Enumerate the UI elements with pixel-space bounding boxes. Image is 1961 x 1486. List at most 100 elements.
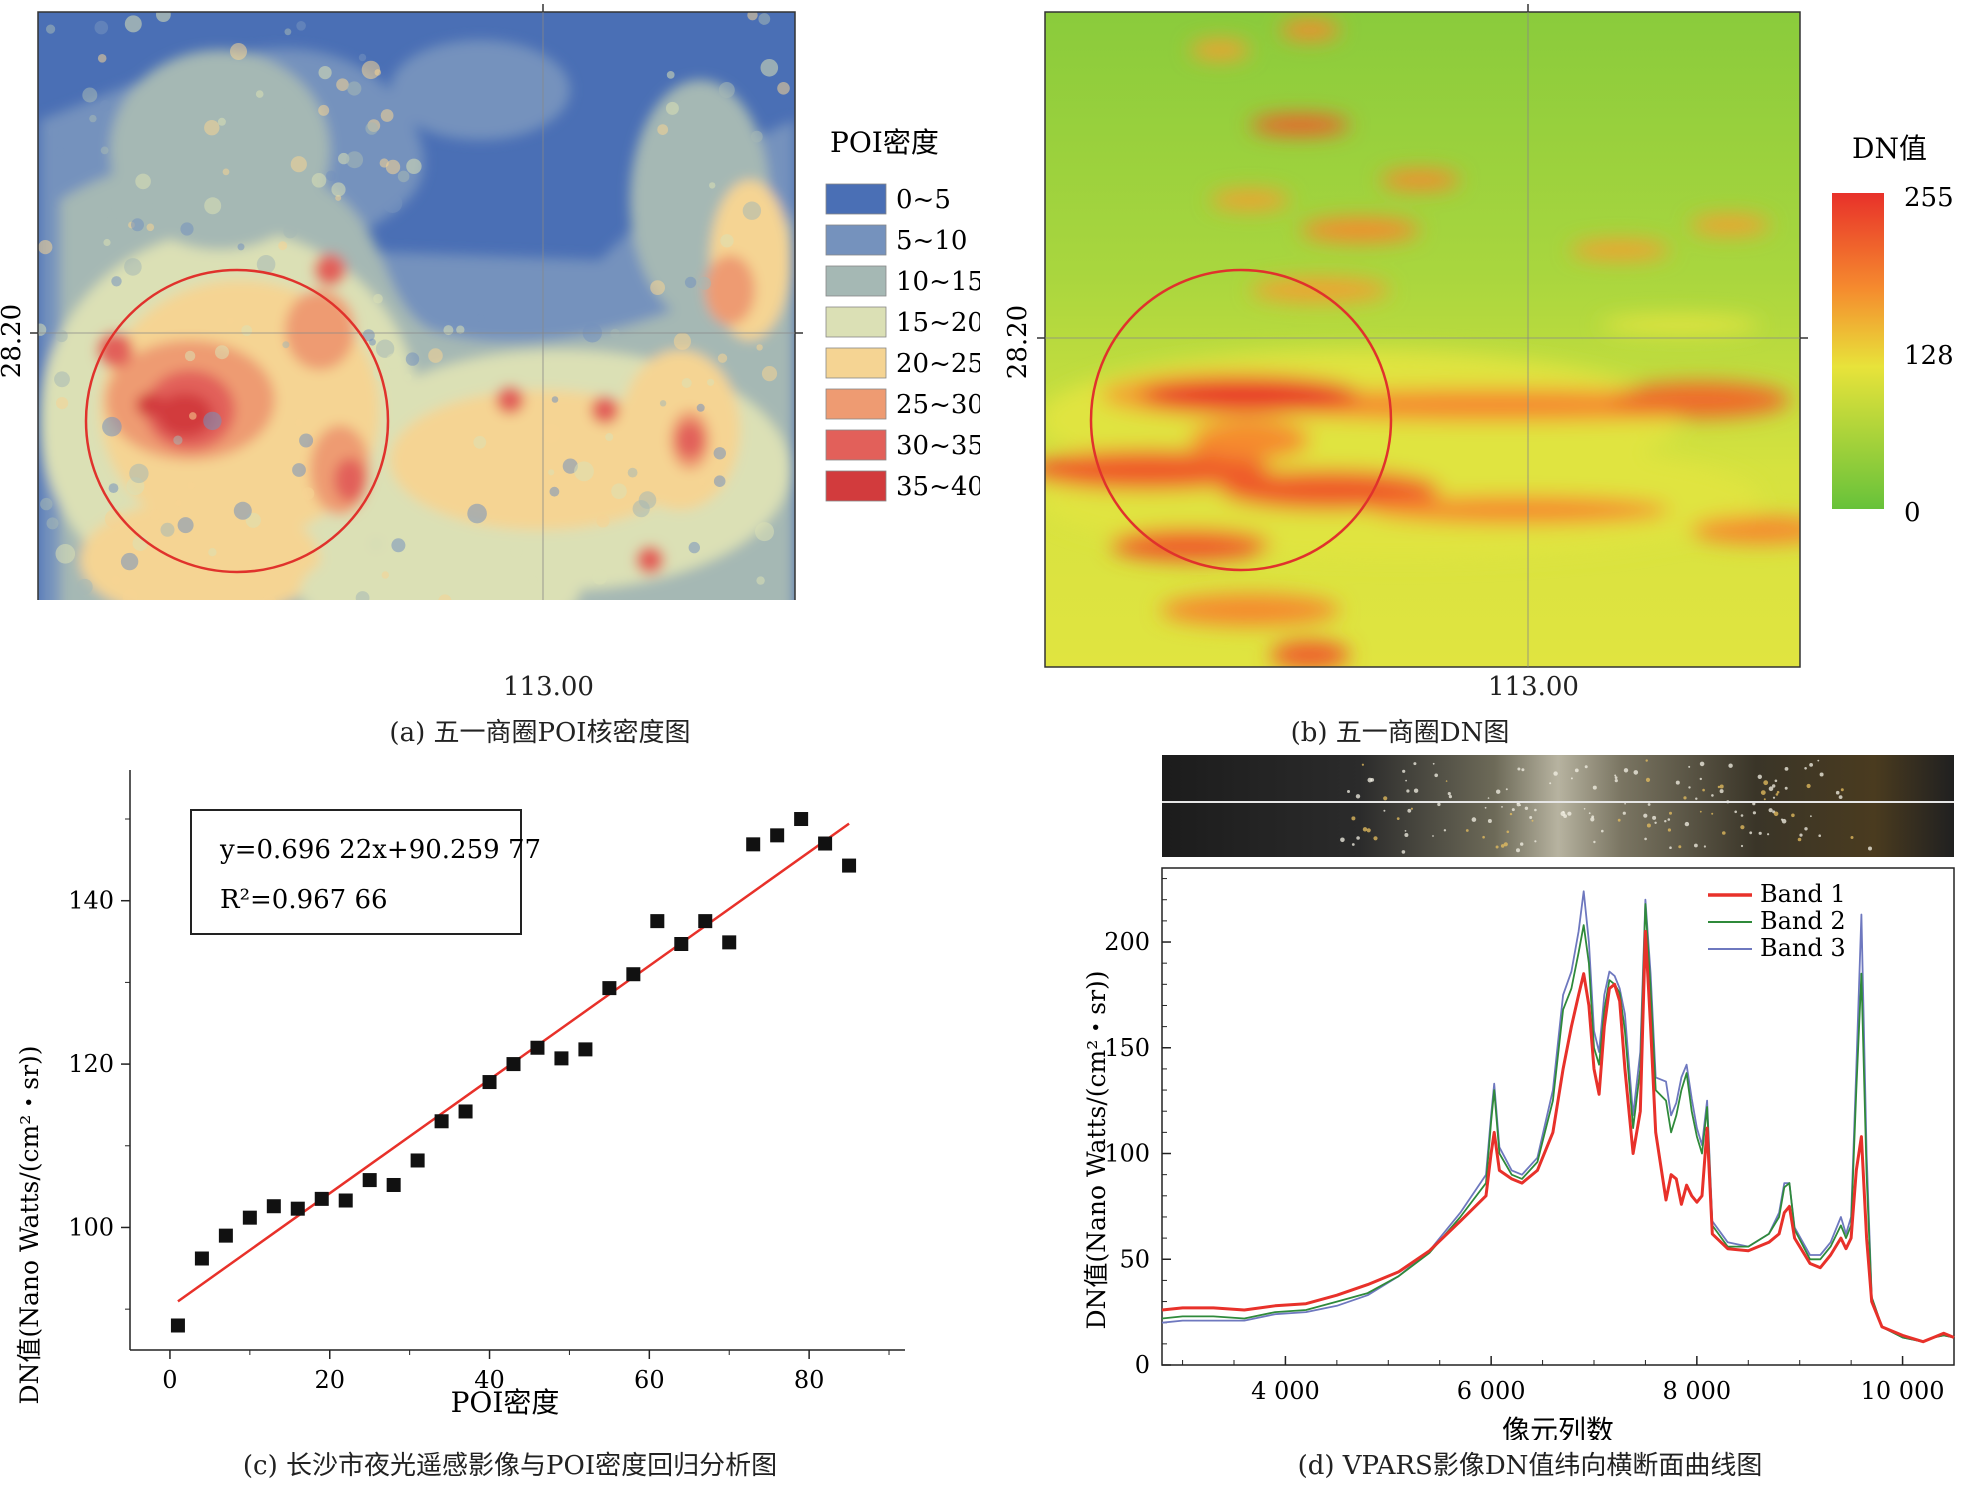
map-a-texture-dot	[48, 127, 59, 138]
map-a-texture-dot	[758, 13, 771, 25]
c-data-point	[698, 914, 713, 929]
vpars-light-speck	[1669, 846, 1672, 849]
map-a-texture-dot	[325, 170, 337, 181]
map-a-texture-dot	[54, 371, 70, 388]
vpars-light-speck	[1351, 816, 1356, 821]
vpars-light-speck	[1647, 803, 1651, 806]
vpars-light-speck	[1592, 785, 1597, 790]
map-a-texture-dot	[684, 276, 697, 289]
map-a-texture-dot	[106, 215, 117, 225]
map-a-texture-dot	[102, 416, 122, 437]
c-data-point	[362, 1173, 377, 1188]
vpars-light-speck	[1529, 816, 1533, 819]
c-data-point	[290, 1201, 305, 1216]
vpars-light-speck	[1667, 828, 1671, 832]
cross-section-line-chart: 4 000 6 000 8 000 10 000 0 50 100 150 200 Band 1…	[1082, 755, 1955, 1447]
map-a-texture-dot	[747, 12, 758, 21]
map-a-texture-dot	[318, 66, 332, 80]
map-a-texture-dot	[611, 483, 627, 500]
vpars-light-speck	[1728, 763, 1733, 768]
vpars-light-speck	[1563, 814, 1567, 818]
vpars-light-speck	[1749, 831, 1753, 835]
c-data-point	[770, 828, 785, 843]
map-a-texture-dot	[173, 435, 183, 445]
map-a-texture-dot	[284, 28, 292, 36]
map-a-texture-dot	[180, 222, 194, 236]
vpars-light-speck	[1664, 820, 1667, 823]
legend-a-label: 35~40	[896, 472, 980, 502]
c-data-point	[674, 937, 689, 951]
regression-equation: y=0.696 22x+90.259 77	[219, 835, 541, 865]
map-a-texture-dot	[129, 463, 149, 484]
vpars-light-speck	[1383, 809, 1386, 812]
vpars-light-speck	[1562, 810, 1565, 814]
vpars-light-speck	[1760, 790, 1766, 795]
map-a-texture-dot	[55, 329, 68, 343]
map-a-texture-dot	[627, 467, 638, 478]
vpars-light-speck	[1347, 790, 1350, 793]
vpars-light-speck	[1373, 836, 1378, 841]
vpars-light-speck	[1355, 794, 1361, 799]
legend-a-swatch	[825, 347, 887, 379]
legend-a-swatch	[825, 183, 887, 215]
map-a-texture-dot	[131, 218, 144, 232]
map-a-texture-dot	[661, 195, 678, 212]
vpars-light-speck	[1432, 835, 1434, 837]
map-a-texture-dot	[208, 548, 217, 557]
vpars-light-speck	[1784, 786, 1788, 790]
map-a-texture-dot	[111, 575, 121, 585]
vpars-light-speck	[1806, 783, 1811, 789]
poi-density-map: 28.20 POI密度 0~5 5~10 10~15 15~20 20~25 25~30 3…	[0, 4, 984, 666]
map-a-texture-dot	[756, 576, 765, 585]
map-b-background	[1045, 12, 1800, 667]
legend-a-label: 15~20	[896, 308, 980, 338]
legend-a-label: 20~25	[896, 349, 980, 379]
vpars-light-speck	[1840, 788, 1844, 792]
c-data-point	[482, 1075, 497, 1090]
d-x-tick-label: 4 000	[1251, 1377, 1320, 1405]
panel-c: 0 20 40 60 80 100 120 140 y=0.696 22x+90.259 77…	[0, 750, 960, 1440]
vpars-light-speck	[1775, 793, 1779, 796]
vpars-light-speck	[1675, 780, 1680, 785]
vpars-light-speck	[1652, 815, 1657, 820]
dn-value-map: 28.20 DN值 255 128 0	[1003, 4, 1954, 668]
vpars-light-speck	[1818, 834, 1821, 837]
map-a-texture-dot	[256, 254, 276, 274]
map-a-texture-dot	[203, 411, 222, 431]
vpars-light-speck	[1763, 780, 1769, 786]
map-a-texture-dot	[698, 276, 711, 290]
map-a-texture-dot	[397, 170, 410, 183]
vpars-light-speck	[1797, 837, 1802, 842]
vpars-light-speck	[1614, 774, 1617, 777]
vpars-light-speck	[1699, 810, 1702, 813]
c-data-point	[578, 1042, 593, 1057]
map-b-frame	[1044, 11, 1801, 668]
map-a-texture-dot	[230, 43, 247, 60]
map-a-texture-dot	[146, 223, 155, 232]
d-y-tick-label: 50	[1119, 1245, 1150, 1273]
map-a-xtick-label: 113.00	[503, 672, 594, 702]
legend-a: 0~5 5~10 10~15 15~20 20~25 25~30 30~35 35~40	[825, 183, 984, 502]
vpars-light-speck	[1413, 762, 1417, 766]
map-a-texture-dot	[290, 156, 307, 173]
map-a-texture-dot	[184, 350, 196, 362]
vpars-light-speck	[1809, 763, 1813, 767]
map-a-texture-dot	[375, 339, 395, 358]
map-a-texture-dot	[175, 499, 182, 507]
map-a-texture-dot	[718, 82, 735, 98]
map-a-texture-dot	[204, 120, 220, 136]
vpars-light-speck	[1484, 806, 1487, 809]
map-a-texture-dot	[528, 575, 538, 585]
d-legend-label: Band 3	[1760, 934, 1846, 962]
map-b-highlight-circle	[1089, 268, 1393, 572]
c-data-point	[842, 858, 857, 873]
map-a-ytick-label: 28.20	[0, 304, 27, 378]
map-a-texture-dot	[761, 366, 778, 382]
map-a-texture-dot	[255, 90, 264, 98]
vpars-light-speck	[1804, 827, 1808, 831]
map-a-texture-dot	[755, 522, 774, 542]
vpars-light-speck	[1516, 848, 1520, 853]
vpars-light-speck	[1524, 806, 1529, 810]
vpars-light-speck	[1351, 843, 1355, 846]
map-a-texture-dot	[346, 151, 364, 169]
